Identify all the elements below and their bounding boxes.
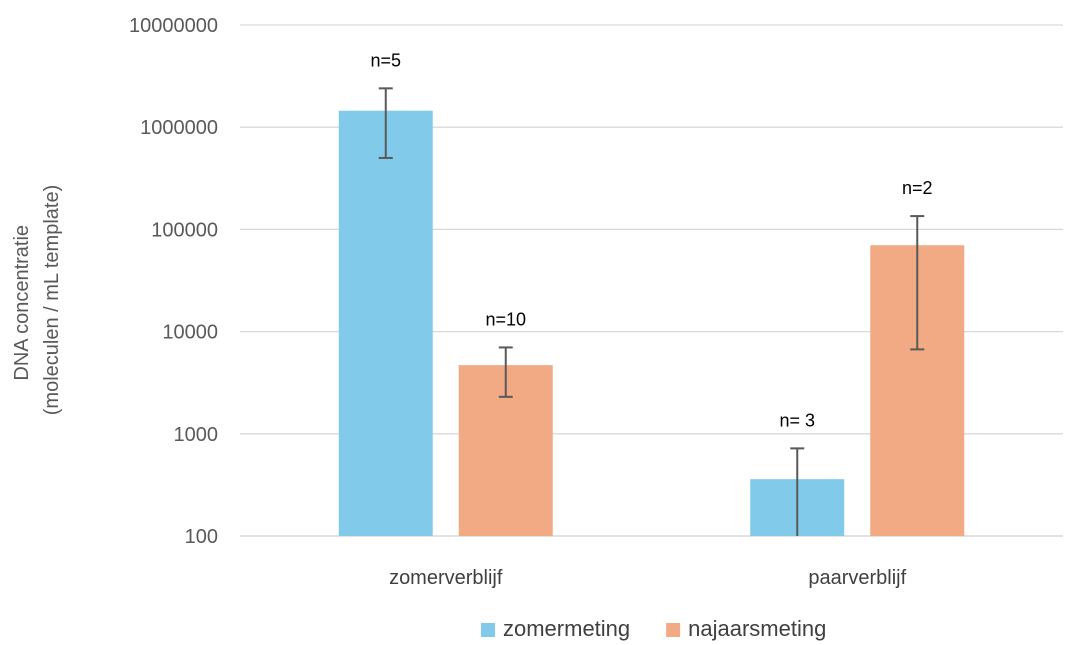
y-axis-label-line-2: (moleculen / mL template) (41, 185, 63, 415)
category-label: paarverblijf (808, 567, 906, 589)
y-axis-label-line-1: DNA concentratie (11, 225, 33, 381)
y-tick-label: 100 (185, 526, 218, 548)
y-tick-label: 100000 (151, 219, 218, 241)
error-bars (378, 87, 925, 536)
n-label: n=5 (370, 50, 401, 70)
y-axis-label: DNA concentratie (moleculen / mL templat… (11, 185, 63, 415)
y-tick-label: 1000 (174, 424, 219, 446)
n-label: n=10 (485, 309, 526, 329)
n-label: n=2 (902, 178, 933, 198)
legend-label: najaarsmeting (688, 616, 826, 641)
bars (338, 110, 965, 536)
n-labels: n=5 n=10 n= 3 n=2 (370, 50, 932, 430)
n-label: n= 3 (779, 410, 815, 430)
legend-label: zomermeting (503, 616, 630, 641)
legend-swatch (666, 623, 681, 637)
y-tick-label: 10000 (162, 322, 218, 344)
y-tick-label: 10000000 (129, 15, 218, 37)
category-label: zomerverblijf (389, 567, 503, 589)
bar (338, 110, 433, 536)
y-tick-labels: 100 1000 10000 100000 1000000 10000000 (129, 15, 218, 548)
category-labels: zomerverblijf paarverblijf (389, 567, 907, 589)
legend: zomermeting najaarsmeting (481, 616, 826, 641)
legend-swatch (481, 623, 495, 637)
y-tick-label: 1000000 (140, 117, 218, 139)
